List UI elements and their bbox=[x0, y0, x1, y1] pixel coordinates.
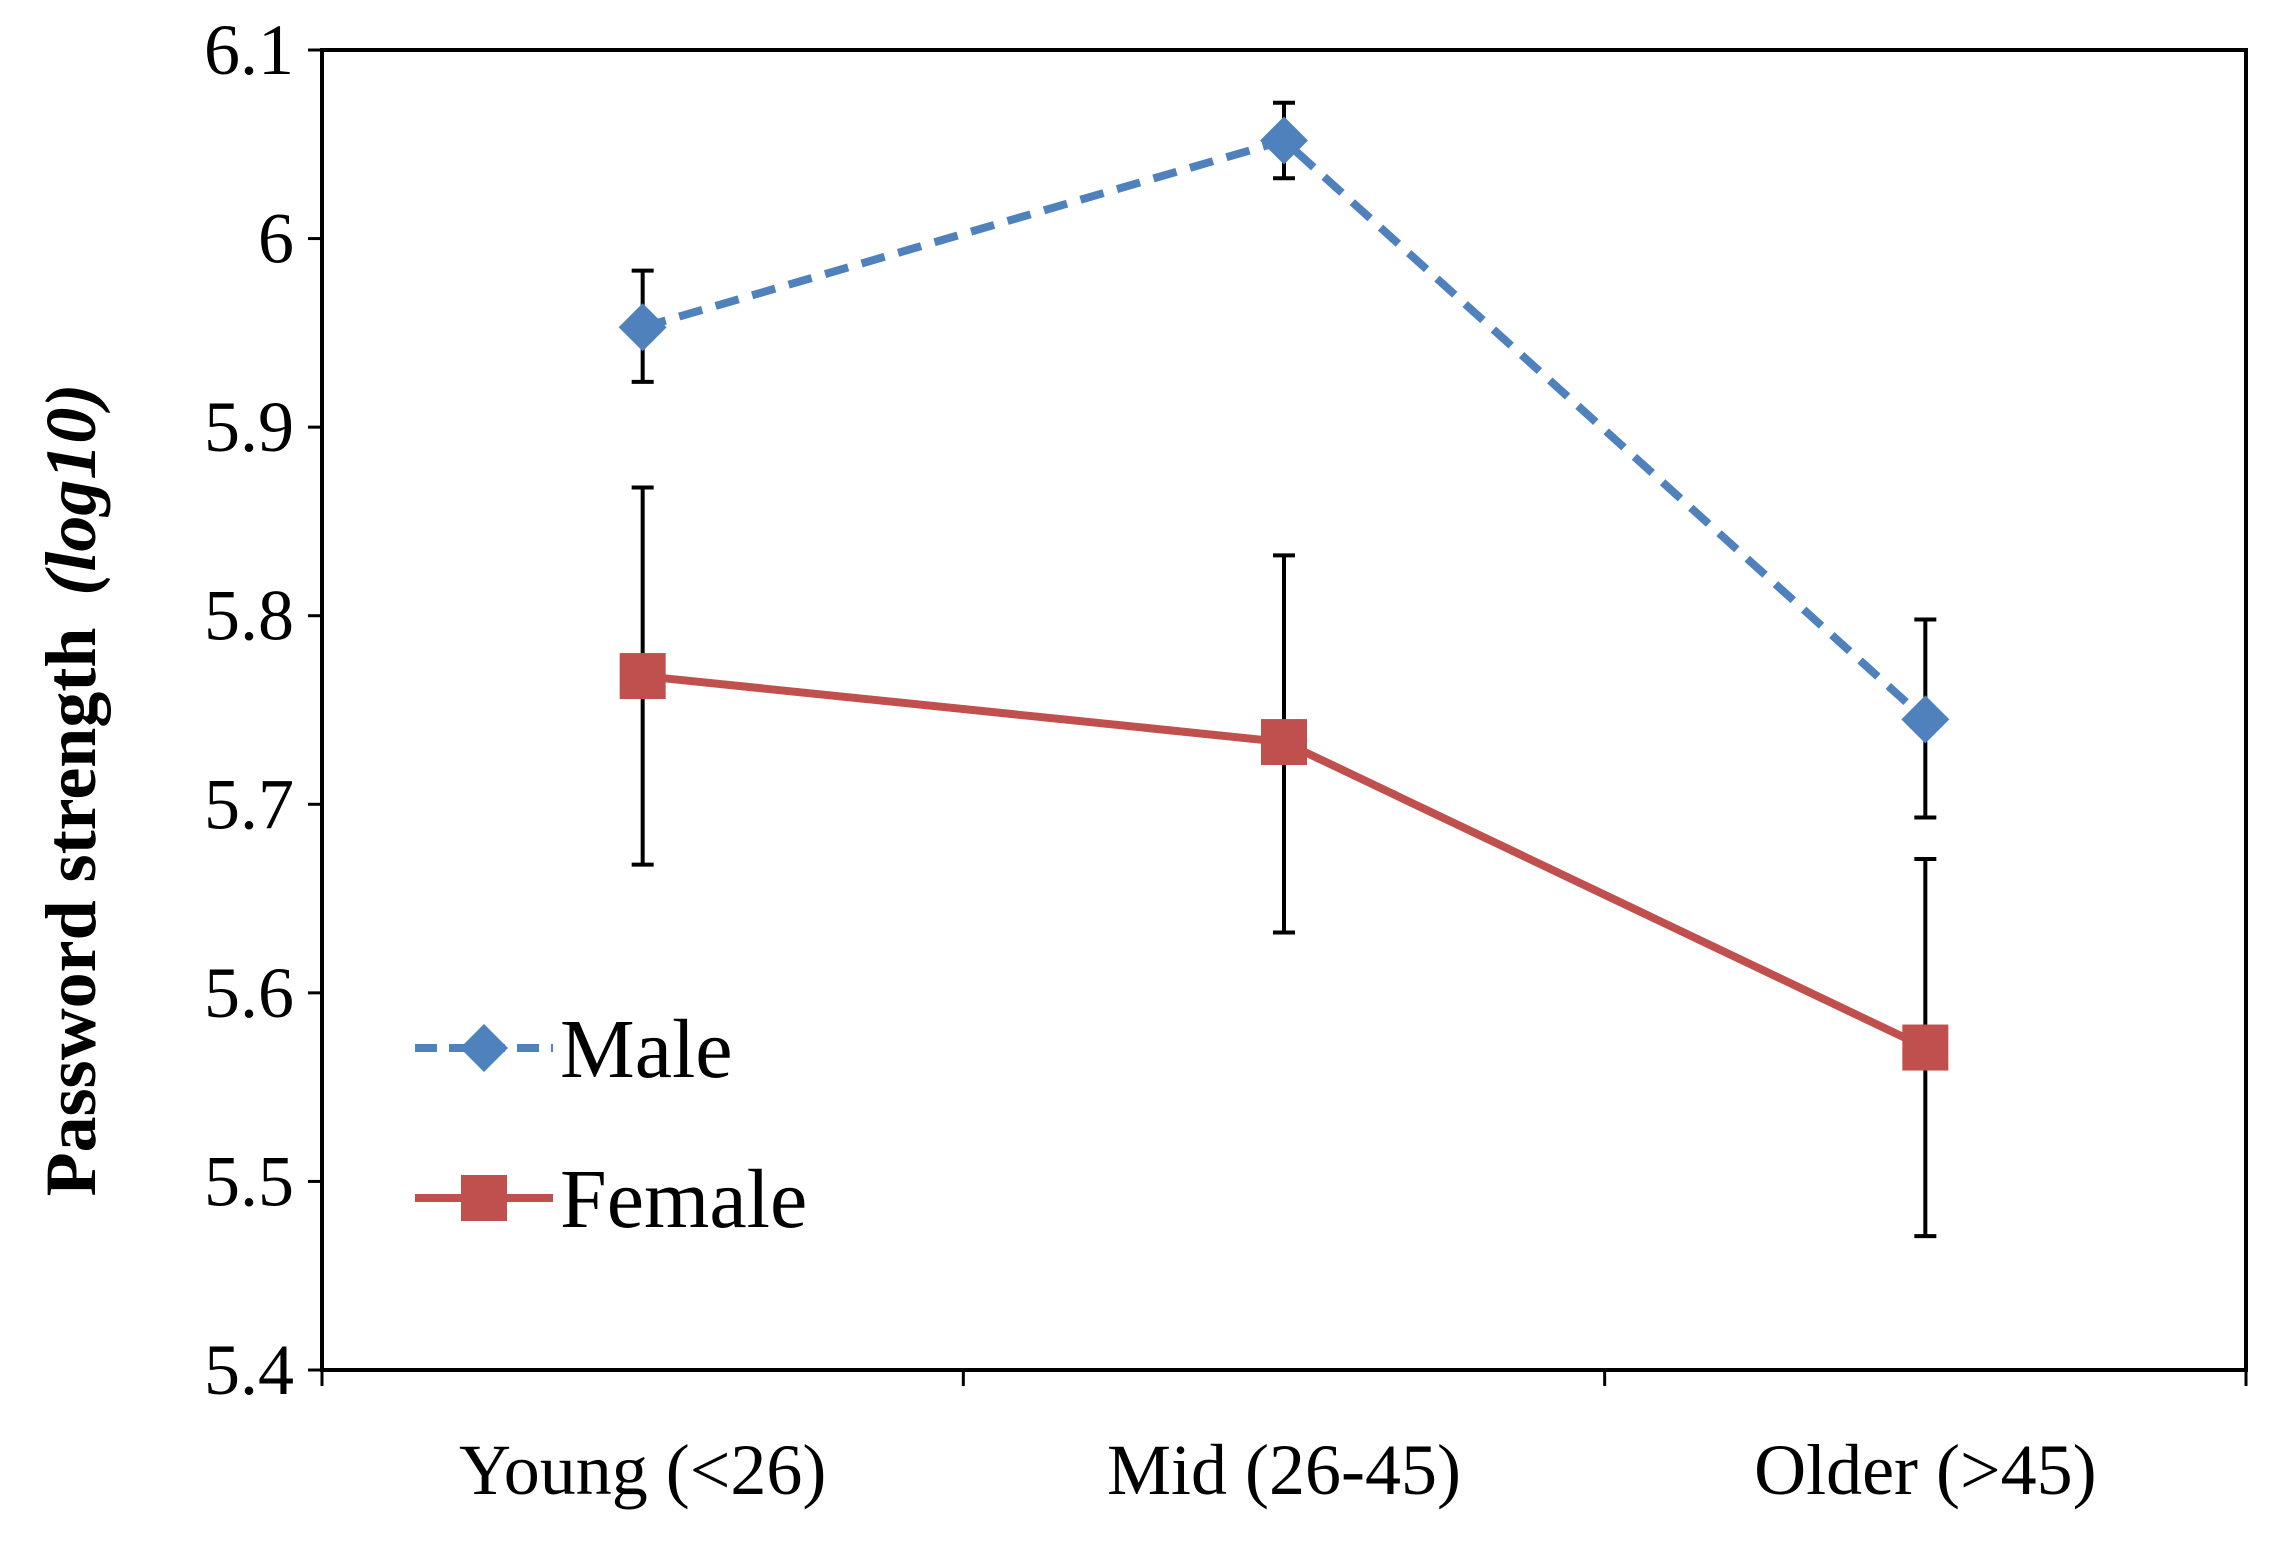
legend-swatch-marker bbox=[461, 1175, 507, 1221]
y-tick-label: 6.1 bbox=[204, 10, 294, 90]
data-point-male bbox=[1260, 116, 1308, 165]
y-axis: 5.4 5.5 5.6 5.7 5.8 5.9 6 6.1 bbox=[204, 10, 322, 1410]
legend-swatch-marker bbox=[460, 1024, 508, 1072]
y-axis-label: Password strength (log10) bbox=[31, 384, 111, 1197]
plot-frame bbox=[320, 48, 2248, 1372]
y-tick-label: 5.6 bbox=[204, 953, 294, 1033]
y-tick-label: 5.4 bbox=[204, 1330, 294, 1410]
y-tick-label: 5.5 bbox=[204, 1141, 294, 1221]
y-tick-label: 5.8 bbox=[204, 576, 294, 656]
series-layer bbox=[618, 100, 1950, 1239]
y-tick-label: 6 bbox=[258, 199, 294, 279]
y-tick-label: 5.7 bbox=[204, 764, 294, 844]
x-tick-label: Mid (26-45) bbox=[1107, 1430, 1461, 1510]
legend-label: Female bbox=[560, 1153, 807, 1246]
legend-item-male: Male bbox=[415, 1003, 733, 1096]
x-axis: Young (<26) Mid (26-45) Older (>45) bbox=[320, 1370, 2248, 1510]
y-axis-label-unit: (log10) bbox=[31, 384, 111, 596]
series-female bbox=[619, 485, 1949, 1239]
legend-item-female: Female bbox=[415, 1153, 807, 1246]
series-male bbox=[618, 100, 1950, 820]
legend-label: Male bbox=[560, 1003, 733, 1096]
y-tick-label: 5.9 bbox=[204, 387, 294, 467]
data-point-female bbox=[1261, 719, 1307, 766]
legend: Male Female bbox=[415, 1003, 807, 1246]
data-point-female bbox=[619, 653, 666, 700]
y-axis-label-main: Password strength bbox=[31, 628, 111, 1197]
x-tick-label: Young (<26) bbox=[459, 1430, 826, 1510]
data-point-female bbox=[1902, 1024, 1949, 1071]
x-tick-label: Older (>45) bbox=[1754, 1430, 2097, 1510]
data-point-male bbox=[618, 303, 667, 352]
plot-border bbox=[320, 48, 2248, 1372]
data-point-male bbox=[1901, 695, 1950, 744]
